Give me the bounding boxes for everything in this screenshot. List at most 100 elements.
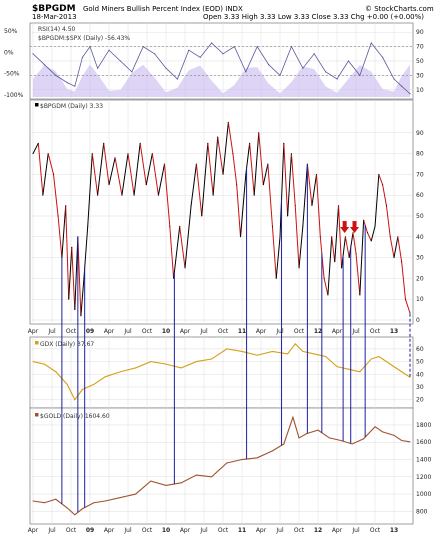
bpgdm-point xyxy=(65,205,67,207)
x-axis-ticks: Apr Apr Jul Jul Oct Oct 09 09 Apr Apr Jul Jul Oct Oct… xyxy=(28,328,398,534)
bpgdm-segment xyxy=(68,247,73,300)
gdx-point xyxy=(150,361,152,363)
gold-point xyxy=(241,459,243,461)
x-tick-label: Apr xyxy=(180,328,191,335)
bpgdm-point xyxy=(389,236,391,238)
y-tick-label: 40 xyxy=(416,234,424,241)
gold-legend-label: $GOLD (Daily) 1604.60 xyxy=(40,413,110,420)
bpgdm-point xyxy=(232,153,234,155)
gold-point xyxy=(283,443,285,445)
gold-point xyxy=(271,450,273,452)
bpgdm-segment xyxy=(71,247,76,310)
y-tick-label: 70 xyxy=(416,171,424,178)
bpgdm-point xyxy=(157,194,159,196)
x-tick-label: Jul xyxy=(275,527,284,534)
gold-panel-frame xyxy=(29,407,414,525)
rsi-line xyxy=(32,42,411,95)
bpgdm-point xyxy=(236,184,238,186)
rsi-point xyxy=(131,71,133,73)
gold-legend: $GOLD (Daily) 1604.60 xyxy=(35,413,110,420)
gold-point xyxy=(401,440,403,442)
rsi-point xyxy=(245,71,247,73)
bpgdm-segment xyxy=(366,232,372,242)
x-tick-label: Oct xyxy=(294,527,305,534)
bpgdm-segment xyxy=(57,215,63,258)
bpgdm-segment xyxy=(184,205,192,269)
x-tick-label: 11 xyxy=(238,328,246,335)
chart-header: $BPGDM Gold Miners Bullish Percent Index… xyxy=(32,4,434,21)
bpgdm-point xyxy=(87,225,89,227)
y-tick-label: 50 xyxy=(416,58,424,65)
x-tick-label: 13 xyxy=(390,527,398,534)
bpgdm-segment xyxy=(341,236,346,269)
x-tick-label: Jul xyxy=(47,527,56,534)
bpgdm-segment xyxy=(249,143,255,196)
gdx-point xyxy=(271,350,273,352)
gold-point xyxy=(374,426,376,428)
rsi-point xyxy=(74,85,76,87)
bpgdm-point xyxy=(227,121,229,123)
rsi-legend-label: RSI(14) 4.50 xyxy=(38,26,76,33)
gdx-point xyxy=(325,356,327,357)
x-tick-label: 09 xyxy=(86,328,94,335)
gold-point xyxy=(119,497,121,499)
bpgdm-point xyxy=(103,142,105,144)
rsi-point xyxy=(347,60,350,62)
x-tick-label: 12 xyxy=(314,328,322,335)
x-tick-label: Apr xyxy=(256,527,267,534)
bpgdm-segment xyxy=(290,153,296,206)
bpgdm-point xyxy=(127,153,129,155)
gold-point xyxy=(66,507,68,509)
bpgdm-point xyxy=(334,261,336,263)
y-tick-label: 1400 xyxy=(416,457,431,464)
gdx-point xyxy=(347,368,349,370)
gdx-point xyxy=(211,358,213,360)
x-tick-label: Jul xyxy=(123,527,132,534)
bpgdm-point xyxy=(249,142,251,144)
bpgdm-point xyxy=(212,194,214,196)
bpgdm-segment xyxy=(306,163,313,206)
bpgdm-point xyxy=(359,294,361,296)
bpgdm-point xyxy=(287,215,289,217)
bpgdm-segment xyxy=(222,122,229,175)
bpgdm-segment xyxy=(74,236,79,310)
rsi-point xyxy=(81,56,84,59)
bpgdm-segment xyxy=(236,184,242,237)
bpgdm-point xyxy=(179,225,181,227)
rsi-point xyxy=(66,82,68,84)
gdx-point xyxy=(389,363,391,365)
gdx-point xyxy=(55,371,57,373)
x-tick-label: Apr xyxy=(332,527,343,534)
bpgdm-segment xyxy=(283,143,289,217)
y-tick-label: 1800 xyxy=(416,422,431,429)
gold-point xyxy=(180,482,182,484)
bpgdm-point xyxy=(121,194,123,196)
gold-point xyxy=(306,433,308,435)
bpgdm-segment xyxy=(163,163,171,227)
bpgdm-segment xyxy=(298,226,304,269)
gdx-point xyxy=(180,367,182,369)
bpgdm-segment xyxy=(151,153,159,196)
gold-point xyxy=(104,500,106,502)
bpgdm-point xyxy=(184,267,186,269)
rsi-point xyxy=(154,53,156,55)
rsi-point xyxy=(359,74,361,76)
bpgdm-point xyxy=(404,298,406,300)
bpgdm-point xyxy=(267,163,269,165)
bpgdm-segment xyxy=(65,205,70,300)
x-tick-label: Apr xyxy=(104,527,115,534)
bpgdm-segment xyxy=(344,236,350,258)
bpgdm-segment xyxy=(207,143,214,196)
x-tick-label: 10 xyxy=(162,527,170,534)
rsi-point xyxy=(211,42,213,44)
bpgdm-point xyxy=(74,309,76,311)
red-arrow-shaft xyxy=(342,221,347,228)
red-arrow-head xyxy=(350,227,360,234)
gdx-point xyxy=(313,353,315,355)
rsi-point xyxy=(382,56,384,59)
rsi-point xyxy=(401,85,403,87)
rsi-point xyxy=(370,42,372,44)
gold-point xyxy=(165,484,167,486)
rsi-point xyxy=(188,49,190,51)
